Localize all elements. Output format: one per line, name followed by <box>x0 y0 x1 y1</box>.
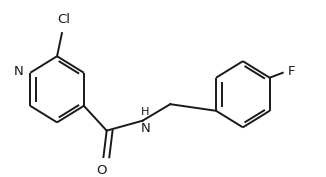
Text: Cl: Cl <box>57 13 70 26</box>
Text: N: N <box>140 122 150 135</box>
Text: H: H <box>141 107 149 117</box>
Text: F: F <box>288 65 295 78</box>
Text: N: N <box>13 65 23 78</box>
Text: O: O <box>96 164 107 177</box>
